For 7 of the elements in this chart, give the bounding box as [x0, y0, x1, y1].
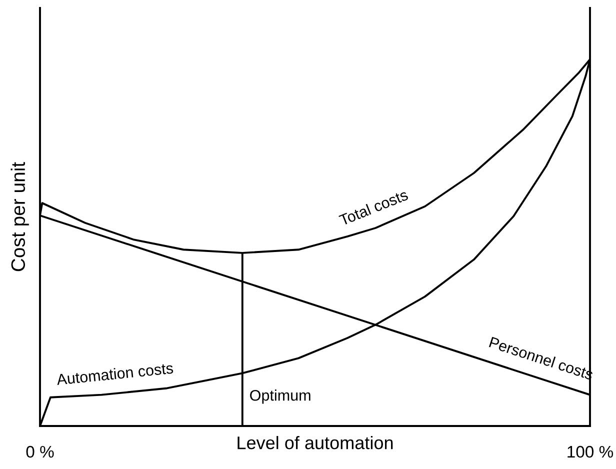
y-axis-title: Cost per unit — [10, 162, 29, 272]
annotation: Optimum — [250, 390, 310, 404]
x-tick-label: 100 % — [568, 446, 614, 458]
x-axis-title: Level of automation — [238, 436, 393, 450]
text: Total costs — [338, 188, 409, 226]
text: Automation costs — [56, 362, 174, 386]
x-tick-label: 0 % — [26, 446, 54, 458]
